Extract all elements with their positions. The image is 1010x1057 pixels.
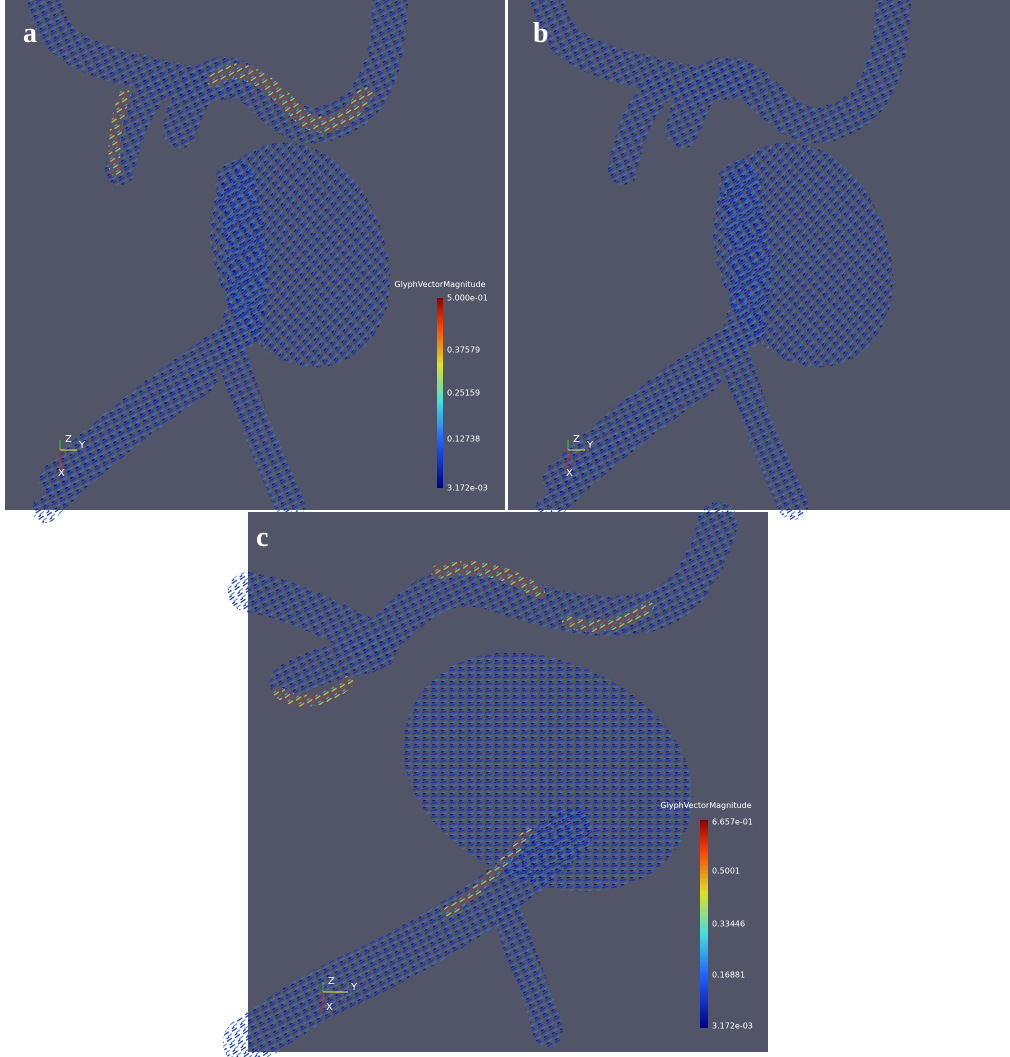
panel-c: c GlyphVectorMagnitude 6.657e-01 0.5001 … (248, 512, 768, 1052)
colorbar-tick: 0.33446 (712, 920, 745, 929)
colorbar (437, 298, 443, 488)
axis-label: X (58, 468, 65, 479)
panel-b: b Z Y X (508, 0, 1010, 510)
colorbar-tick: 5.000e-01 (447, 294, 488, 303)
colorbar (700, 820, 708, 1028)
colorbar-tick: 0.25159 (447, 389, 480, 398)
axis-label: Y (586, 440, 594, 451)
figure: a GlyphVectorMagnitude 5.000e-01 0.37579… (0, 0, 1010, 1057)
colorbar-tick: 0.37579 (447, 346, 480, 355)
colorbar-title: GlyphVectorMagnitude (660, 801, 751, 810)
axis-label: X (326, 1002, 333, 1013)
colorbar-tick: 3.172e-03 (447, 484, 488, 493)
colorbar-tick: 0.16881 (712, 971, 745, 980)
colorbar-tick: 0.12738 (447, 435, 480, 444)
axis-label: Z (573, 434, 580, 445)
axis-label: X (566, 468, 573, 479)
axis-label: Z (65, 434, 72, 445)
axis-label: Y (78, 440, 86, 451)
axis-label: Y (350, 982, 358, 993)
panel-a: a GlyphVectorMagnitude 5.000e-01 0.37579… (5, 0, 505, 510)
panel-label: c (256, 522, 268, 553)
colorbar-tick: 0.5001 (712, 867, 740, 876)
colorbar-title: GlyphVectorMagnitude (394, 280, 485, 289)
axis-label: Z (328, 976, 335, 987)
panel-label: a (23, 18, 37, 49)
panel-label: b (533, 18, 549, 49)
colorbar-tick: 3.172e-03 (712, 1022, 753, 1031)
page: {"panels": [ {"label": "a", "colorbar": … (0, 0, 1010, 1057)
colorbar-tick: 6.657e-01 (712, 818, 753, 827)
